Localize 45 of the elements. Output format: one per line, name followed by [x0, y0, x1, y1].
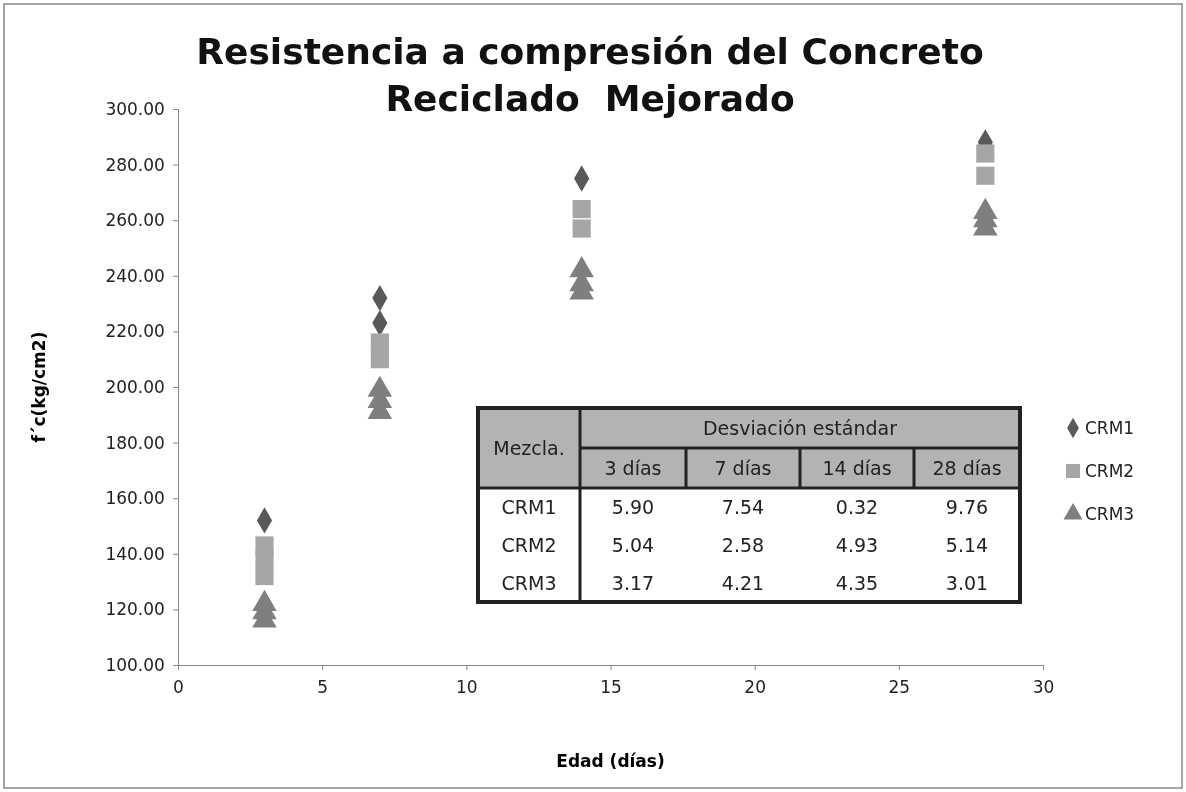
annotation: 14 días — [822, 457, 892, 479]
annotation: 2.58 — [721, 534, 765, 556]
annotation: 7 días — [714, 457, 772, 479]
y-tick-label: 280.00 — [105, 154, 165, 175]
y-tick-label: 200.00 — [105, 376, 165, 397]
y-tick-label: 100.00 — [105, 654, 165, 675]
y-tick-label: 300.00 — [105, 98, 165, 119]
annotation: 3 días — [604, 457, 662, 479]
x-tick-label: 25 — [888, 677, 911, 698]
annotation: 5.04 — [611, 534, 655, 556]
legend-label: CRM3 — [1085, 504, 1135, 524]
y-axis-title: f´c(kg/cm2) — [29, 331, 49, 443]
y-tick-label: 240.00 — [105, 265, 165, 286]
x-tick-label: 20 — [744, 677, 766, 698]
x-tick-label: 15 — [600, 677, 622, 698]
y-tick-label: 260.00 — [105, 210, 165, 231]
y-tick-label: 140.00 — [105, 543, 165, 564]
legend-label: CRM2 — [1085, 461, 1135, 481]
annotation: 5.14 — [945, 534, 989, 556]
annotation: 4.35 — [835, 572, 879, 594]
annotation: 7.54 — [721, 496, 765, 518]
annotation: 0.32 — [835, 496, 879, 518]
y-tick-label: 180.00 — [105, 432, 165, 453]
x-tick-label: 30 — [1032, 677, 1055, 698]
annotation: 28 días — [932, 457, 1002, 479]
x-tick-label: 0 — [173, 677, 184, 698]
x-tick-label: 10 — [456, 677, 478, 698]
x-axis-title: Edad (días) — [556, 751, 665, 771]
annotation: CRM2 — [501, 534, 557, 556]
annotation: Mezcla. — [493, 437, 565, 459]
annotation: 3.01 — [945, 572, 989, 594]
annotation: 4.93 — [835, 534, 879, 556]
legend-label: CRM1 — [1085, 418, 1135, 438]
y-tick-label: 220.00 — [105, 321, 165, 342]
annotation: 4.21 — [721, 572, 765, 594]
y-tick-label: 120.00 — [105, 599, 165, 620]
annotation: 5.90 — [611, 496, 655, 518]
annotation: 9.76 — [945, 496, 989, 518]
annotation: CRM1 — [501, 496, 557, 518]
annotation: 3.17 — [611, 572, 655, 594]
y-tick-label: 160.00 — [105, 488, 165, 509]
annotation: Desviación estándar — [702, 417, 898, 439]
chart-title: Resistencia a compresión del Concreto Reciclado Mejorado — [196, 31, 984, 119]
annotation: CRM3 — [501, 572, 557, 594]
x-tick-label: 5 — [317, 677, 329, 698]
